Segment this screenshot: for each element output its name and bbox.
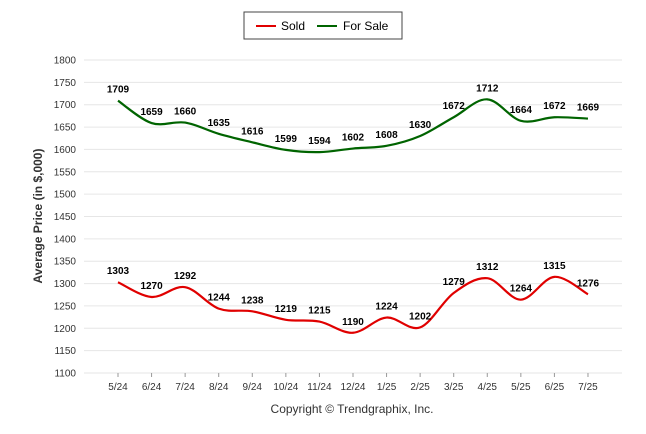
y-tick-label: 1100 (54, 369, 76, 380)
y-tick-label: 1800 (54, 56, 77, 67)
data-label: 1660 (174, 107, 197, 118)
y-axis-label: Average Price (in $,000) (31, 149, 45, 284)
data-label: 1315 (543, 261, 566, 272)
data-label: 1712 (476, 83, 499, 94)
data-label: 1672 (443, 101, 466, 112)
x-tick-label: 11/24 (307, 382, 332, 393)
y-tick-label: 1300 (54, 279, 77, 290)
data-label: 1264 (510, 284, 533, 295)
y-tick-label: 1200 (54, 324, 77, 335)
y-tick-label: 1250 (54, 301, 77, 312)
x-tick-label: 8/24 (209, 382, 229, 393)
data-label: 1630 (409, 120, 432, 131)
data-label: 1635 (208, 118, 231, 129)
x-tick-label: 2/25 (410, 382, 430, 393)
data-label: 1608 (375, 130, 398, 141)
data-label: 1190 (342, 317, 364, 328)
data-label: 1238 (241, 295, 264, 306)
x-tick-label: 3/25 (444, 382, 464, 393)
data-label: 1224 (375, 302, 398, 313)
x-tick-label: 7/24 (175, 382, 195, 393)
series-lines (117, 98, 589, 334)
data-label: 1664 (510, 105, 533, 116)
data-label: 1219 (275, 304, 298, 315)
data-label: 1602 (342, 133, 365, 144)
x-tick-label: 6/24 (142, 382, 162, 393)
data-label: 1669 (577, 103, 600, 114)
data-label: 1202 (409, 311, 432, 322)
y-tick-label: 1650 (54, 123, 77, 134)
y-tick-label: 1350 (54, 257, 77, 268)
y-tick-label: 1150 (54, 346, 76, 357)
series-line-for-sale (117, 98, 589, 154)
copyright-footer: Copyright © Trendgraphix, Inc. (271, 402, 434, 416)
data-label: 1270 (140, 281, 163, 292)
x-axis-ticks: 5/24 6/24 7/24 8/24 9/24 10/24 11/24 12/24 1/25 2… (108, 373, 598, 393)
data-label: 1599 (275, 134, 298, 145)
data-label: 1709 (107, 85, 130, 96)
series-line-sold (117, 275, 589, 334)
data-label: 1659 (140, 107, 163, 118)
x-tick-label: 9/24 (243, 382, 263, 393)
y-tick-label: 1700 (54, 100, 77, 111)
data-label: 1244 (208, 293, 231, 304)
data-label: 1303 (107, 266, 130, 277)
data-label: 1672 (543, 101, 566, 112)
data-label: 1312 (476, 262, 499, 273)
x-tick-label: 1/25 (377, 382, 397, 393)
data-label: 1616 (241, 126, 264, 137)
x-tick-label: 5/25 (511, 382, 531, 393)
x-tick-label: 12/24 (340, 382, 365, 393)
legend-label-for-sale: For Sale (343, 19, 389, 33)
x-tick-label: 6/25 (545, 382, 565, 393)
y-tick-label: 1500 (54, 190, 77, 201)
legend-label-sold: Sold (281, 19, 305, 33)
grid-lines (84, 59, 622, 374)
x-tick-label: 4/25 (478, 382, 498, 393)
data-label: 1594 (308, 136, 331, 147)
y-tick-label: 1450 (54, 212, 77, 223)
chart-legend: Sold For Sale (243, 11, 403, 40)
x-tick-label: 5/24 (108, 382, 128, 393)
y-tick-label: 1400 (54, 234, 77, 245)
data-label: 1276 (577, 278, 600, 289)
y-tick-label: 1750 (54, 78, 77, 89)
x-tick-label: 10/24 (273, 382, 298, 393)
data-label: 1292 (174, 271, 197, 282)
data-label: 1215 (308, 306, 331, 317)
y-tick-label: 1550 (54, 167, 77, 178)
y-axis-ticks: 1100 1150 1200 1250 1300 1350 1400 1450 1500 1550… (54, 56, 77, 380)
y-tick-label: 1600 (54, 145, 77, 156)
data-labels: 1303 1270 1292 1244 1238 1219 1215 1190 1224 1202… (107, 83, 600, 327)
x-tick-label: 7/25 (578, 382, 598, 393)
data-label: 1279 (443, 277, 466, 288)
